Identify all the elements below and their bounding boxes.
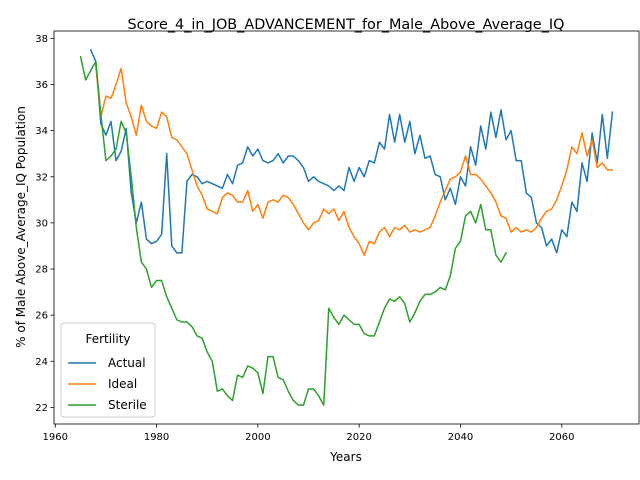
x-tick-label: 1980: [144, 432, 169, 443]
legend-label-ideal: Ideal: [108, 377, 137, 391]
y-tick-label: 22: [35, 403, 48, 414]
series-line-ideal: [94, 65, 614, 256]
legend-title: Fertility: [85, 332, 130, 346]
y-tick-label: 24: [35, 357, 48, 368]
x-tick-label: 1960: [43, 432, 68, 443]
legend-label-actual: Actual: [108, 356, 146, 370]
legend-box: [60, 322, 156, 418]
x-tick-label: 2060: [549, 432, 574, 443]
series-line-actual: [89, 48, 614, 254]
x-axis: 1960 1980 2000 2020 2040 2060: [43, 424, 574, 443]
y-tick-label: 26: [35, 311, 48, 322]
y-axis: 22 24 26 28 30 32 34 36 38: [35, 34, 54, 414]
plot-lines: [79, 48, 614, 406]
y-tick-label: 38: [35, 34, 48, 45]
x-axis-label: Years: [329, 450, 362, 464]
plot-frame: [53, 30, 640, 425]
legend-label-sterile: Sterile: [108, 398, 147, 412]
legend: Fertility Actual Ideal Sterile: [60, 322, 156, 418]
y-axis-label: % of Male Above_Average_IQ Population: [14, 106, 28, 348]
y-tick-label: 34: [35, 126, 48, 137]
y-tick-label: 32: [35, 172, 48, 183]
chart-title: Score_4_in_JOB_ADVANCEMENT_for_Male_Abov…: [128, 17, 565, 33]
y-tick-label: 30: [35, 218, 48, 229]
x-tick-label: 2000: [245, 432, 270, 443]
x-tick-label: 2040: [448, 432, 473, 443]
y-tick-label: 36: [35, 80, 48, 91]
series-line-sterile: [79, 55, 508, 406]
y-tick-label: 28: [35, 265, 48, 276]
x-tick-label: 2020: [346, 432, 371, 443]
